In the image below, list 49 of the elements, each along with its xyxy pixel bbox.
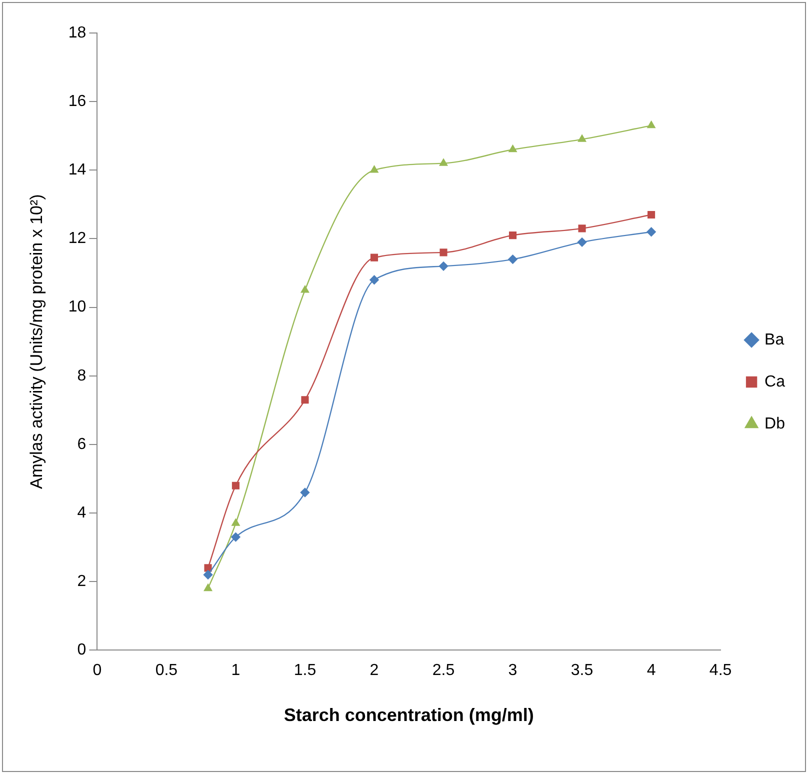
- point: [370, 166, 378, 173]
- legend-label: Ba: [764, 331, 784, 348]
- x-tick-label: 4: [646, 662, 656, 680]
- y-tick-label: 16: [68, 92, 86, 110]
- point: [577, 238, 587, 247]
- point: [439, 158, 448, 166]
- point: [438, 262, 448, 271]
- point: [508, 144, 517, 152]
- legend-label: Db: [764, 415, 786, 432]
- point: [300, 488, 310, 498]
- y-tick-label: 10: [68, 298, 86, 316]
- y-tick-label: 4: [77, 504, 86, 522]
- point: [204, 564, 212, 572]
- x-tick-label: 4.5: [709, 662, 732, 680]
- x-tick-label: 0.5: [155, 662, 178, 680]
- point: [508, 232, 517, 240]
- point: [508, 254, 518, 264]
- y-axis-title: Amylas activity (Units/mg protein x 10²): [26, 194, 46, 489]
- y-tick-label: 8: [77, 367, 86, 384]
- point: [440, 248, 448, 256]
- point: [370, 275, 379, 284]
- point: [232, 518, 240, 526]
- x-tick-label: 3: [508, 662, 518, 680]
- y-tick-label: 2: [77, 573, 86, 590]
- point: [204, 584, 212, 592]
- x-tick-label: 3.5: [570, 662, 594, 680]
- point: [370, 254, 378, 262]
- x-tick-label: 1.5: [294, 662, 316, 680]
- point: [578, 224, 586, 232]
- point: [203, 570, 213, 580]
- point: [231, 532, 240, 542]
- point: [578, 134, 586, 142]
- y-tick-label: 0: [77, 642, 86, 659]
- point: [646, 227, 656, 236]
- point: [648, 210, 656, 219]
- x-tick-label: 2.5: [432, 662, 455, 680]
- y-tick-label: 18: [68, 24, 86, 42]
- x-tick-label: 0: [92, 662, 102, 680]
- y-tick-label: 6: [77, 436, 86, 453]
- point: [301, 396, 309, 404]
- point: [232, 482, 240, 490]
- legend-label: Ca: [764, 373, 786, 390]
- x-axis-title: Starch concentration (mg/ml): [284, 705, 534, 726]
- y-tick-label: 14: [68, 162, 86, 179]
- point: [300, 286, 310, 293]
- point: [647, 120, 656, 128]
- y-tick-label: 12: [68, 230, 86, 248]
- x-tick-label: 1: [231, 662, 240, 680]
- x-tick-label: 2: [370, 662, 379, 680]
